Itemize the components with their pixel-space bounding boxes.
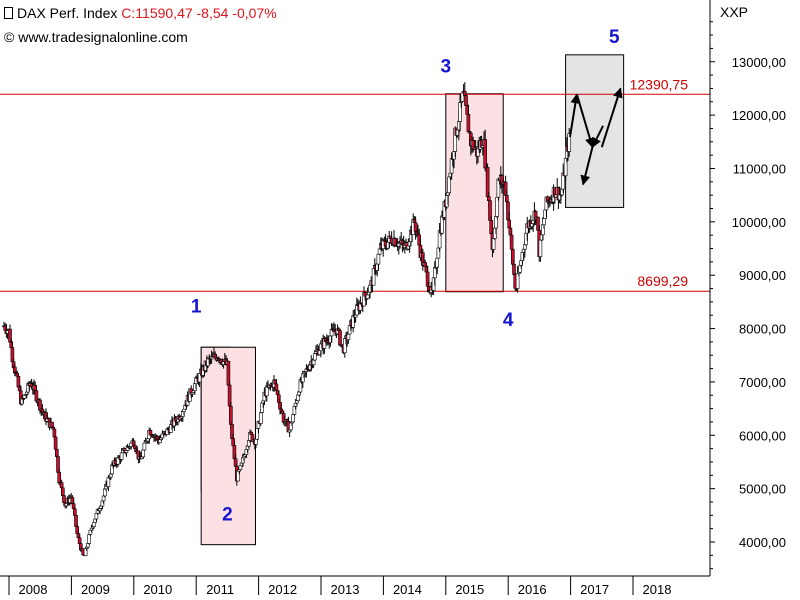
x-tick-label: 2009 <box>81 582 110 597</box>
candle-body <box>59 482 64 489</box>
wave-label-1: 1 <box>191 297 202 318</box>
candle-body <box>50 421 54 428</box>
candle-body <box>487 196 491 202</box>
y-tick-label: 4000,00 <box>739 535 786 550</box>
y-tick-label: 6000,00 <box>739 428 786 443</box>
zone-box-3 <box>445 93 504 293</box>
candle-body <box>313 353 317 361</box>
x-tick-label: 2015 <box>455 582 484 597</box>
candle-body <box>141 449 146 458</box>
candle-body <box>413 222 418 232</box>
candle-body <box>542 218 546 226</box>
wave-label-5: 5 <box>609 27 620 48</box>
wave-label-4: 4 <box>503 310 514 331</box>
candle-body <box>466 113 471 133</box>
candle-body <box>567 133 572 152</box>
y-tick-label: 8000,00 <box>739 322 786 337</box>
projection-arrow-3 <box>591 125 604 149</box>
x-tick-label: 2013 <box>331 582 360 597</box>
candle-body <box>73 508 77 516</box>
x-tick-label: 2018 <box>643 582 672 597</box>
candle-body <box>62 495 66 504</box>
candle-body <box>52 428 57 438</box>
wave-label-2: 2 <box>222 505 233 526</box>
candle-body <box>435 257 440 268</box>
x-tick-label: 2012 <box>268 582 297 597</box>
x-tick-label: 2017 <box>580 582 609 597</box>
candles <box>2 82 572 557</box>
x-tick-label: 2016 <box>518 582 547 597</box>
y-tick-label: 12000,00 <box>732 108 786 123</box>
candle-body <box>124 450 129 453</box>
zone-box-4 <box>565 54 625 208</box>
y-tick-label: 10000,00 <box>732 215 786 230</box>
candle-body <box>338 330 342 346</box>
candle-body <box>376 253 381 265</box>
candle-body <box>87 534 92 544</box>
symbol-label: XXP <box>719 4 748 20</box>
y-tick-label: 7000,00 <box>739 375 786 390</box>
candle-body <box>92 522 96 527</box>
projection-arrow-1 <box>568 93 581 138</box>
candle-body <box>464 95 468 106</box>
y-tick-label: 9000,00 <box>739 268 786 283</box>
level-label-1: 12390,75 <box>630 76 689 92</box>
quote-summary: C:11590,47 -8,54 -0,07% <box>121 5 277 21</box>
x-tick-label: 2008 <box>19 582 48 597</box>
wave-label-3: 3 <box>441 56 452 77</box>
projection-arrow-2 <box>575 94 595 149</box>
candle-body <box>259 412 263 424</box>
x-tick-label: 2010 <box>143 582 172 597</box>
candle-body <box>538 239 543 257</box>
y-tick-label: 5000,00 <box>739 482 786 497</box>
projection-arrow-5 <box>600 87 623 148</box>
projection-arrow-4 <box>580 146 594 186</box>
candle-body <box>61 487 65 496</box>
candle-body <box>509 234 514 250</box>
y-tick-label: 13000,00 <box>732 55 786 70</box>
candle-body <box>365 294 370 299</box>
candlestick-icon <box>4 7 13 19</box>
candle-body <box>238 465 243 471</box>
instrument-name: DAX Perf. Index <box>17 5 118 21</box>
x-tick-label: 2014 <box>393 582 422 597</box>
x-tick-label: 2011 <box>206 582 234 597</box>
candle-body <box>119 452 124 460</box>
level-label-2: 8699,29 <box>637 273 688 289</box>
y-tick-label: 11000,00 <box>733 161 786 176</box>
candle-body <box>142 442 147 451</box>
candle-body <box>53 436 58 450</box>
chart-header: DAX Perf. Index C:11590,47 -8,54 -0,07% <box>4 5 277 21</box>
candle-body <box>346 333 351 341</box>
copyright-text: © www.tradesignalonline.com <box>4 29 188 45</box>
